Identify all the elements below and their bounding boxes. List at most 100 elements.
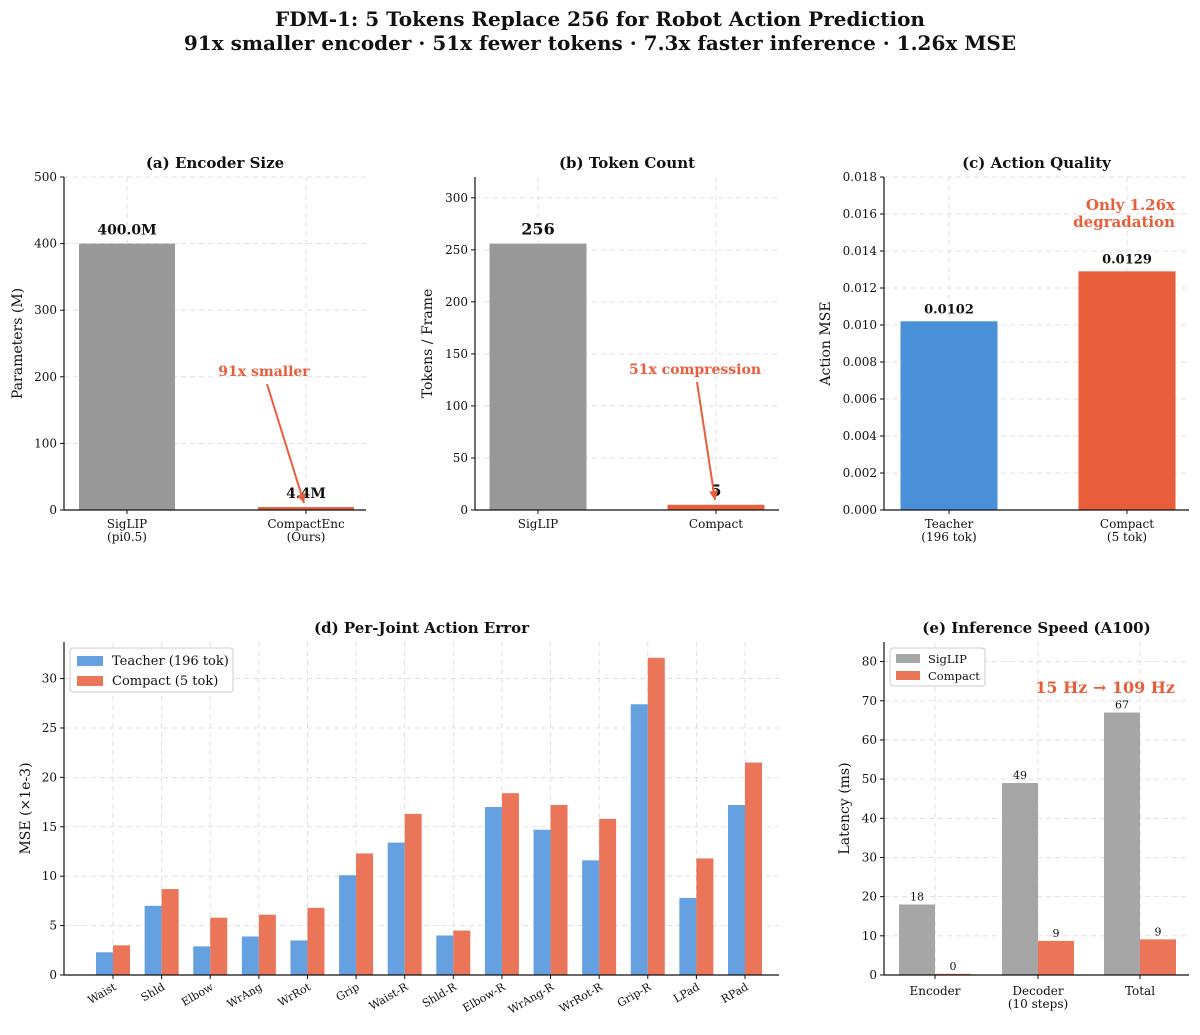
y-tick-label: 0.006 — [843, 392, 877, 406]
y-tick-label: 20 — [862, 890, 877, 904]
y-tick-label: 10 — [862, 929, 877, 943]
panel-inference-speed: (e) Inference Speed (A100) 0 10 20 30 40 50 60 7… — [837, 619, 1189, 1011]
bar-value-label: 256 — [521, 220, 554, 239]
x-tick-label: Compact — [689, 517, 743, 531]
y-tick-label: 10 — [42, 869, 57, 883]
panel-title: (c) Action Quality — [962, 154, 1112, 172]
bar-encoder-siglip — [899, 904, 935, 975]
annotation-text: 91x smaller — [218, 364, 310, 380]
figure-title-line-2: 91x smaller encoder · 51x fewer tokens ·… — [183, 31, 1017, 55]
bar-value-label: 49 — [1013, 769, 1027, 782]
annotation-text: Only 1.26x degradation — [1073, 196, 1176, 231]
annotation-arrow-line — [266, 383, 305, 504]
bar-compact — [1078, 271, 1176, 510]
bar-wrrot-r-compact — [599, 818, 617, 975]
legend-swatch — [896, 671, 920, 680]
legend-swatch — [77, 676, 103, 686]
bar-grip-compact — [356, 853, 374, 975]
x-tick-label: WrAng — [225, 980, 265, 1010]
annotation-text: 51x compression — [629, 362, 761, 378]
bar-value-label: 4.4M — [286, 486, 326, 502]
y-tick-label: 30 — [862, 850, 877, 864]
x-tick-label: Shld-R — [420, 980, 459, 1010]
y-tick-label: 0 — [460, 503, 468, 517]
y-tick-label: 200 — [34, 370, 57, 384]
legend-label: Compact (5 tok) — [112, 674, 218, 689]
bar-shld-r-compact — [453, 930, 471, 975]
bar-lpad-compact — [696, 858, 714, 975]
legend-label: Teacher (196 tok) — [112, 654, 229, 669]
x-tick-label: LPad — [671, 980, 702, 1005]
y-tick-label: 0.002 — [843, 466, 877, 480]
y-tick-label: 80 — [862, 655, 877, 669]
bar-wrrot-compact — [307, 907, 325, 975]
bar-wrrot-teacher — [290, 940, 308, 975]
bar-elbow-compact — [210, 917, 228, 975]
x-tick-label: SigLIP (pi0.5) — [107, 517, 148, 544]
x-tick-label: Elbow — [179, 980, 216, 1009]
y-tick-label: 0.018 — [843, 170, 877, 184]
bar-siglip — [79, 243, 175, 510]
y-tick-label: 400 — [34, 237, 57, 251]
y-tick-label: 0 — [49, 503, 57, 517]
bar-compactenc — [258, 507, 354, 510]
bar-teacher — [900, 321, 998, 510]
bar-waist-teacher — [96, 952, 113, 975]
panel-title: (e) Inference Speed (A100) — [922, 619, 1150, 637]
x-tick-label: Total — [1125, 984, 1155, 998]
annotation-text: 15 Hz → 109 Hz — [1035, 678, 1175, 697]
x-tick-label: Elbow-R — [461, 980, 509, 1015]
y-tick-label: 20 — [42, 770, 57, 784]
bar-total-siglip — [1104, 712, 1140, 975]
x-tick-label: WrAng-R — [506, 980, 557, 1017]
figure-title-line-1: FDM-1: 5 Tokens Replace 256 for Robot Ac… — [275, 7, 925, 31]
y-tick-label: 250 — [445, 243, 468, 257]
y-tick-label: 0.016 — [843, 207, 877, 221]
y-axis-label: Action MSE — [818, 301, 834, 386]
y-tick-label: 0.008 — [843, 355, 877, 369]
bar-wrang-teacher — [241, 936, 259, 975]
bar-waist-r-teacher — [387, 842, 405, 975]
bar-rpad-teacher — [728, 805, 745, 975]
y-tick-label: 0.012 — [843, 281, 877, 295]
bar-wrang-r-teacher — [533, 829, 551, 975]
bar-value-label: 9 — [1155, 925, 1162, 938]
bar-value-label: 67 — [1115, 699, 1129, 712]
y-tick-label: 60 — [862, 733, 877, 747]
y-tick-label: 0 — [869, 968, 877, 982]
y-tick-label: 0.000 — [843, 503, 877, 517]
bar-decoder-compact — [1038, 940, 1074, 975]
bar-rpad-compact — [745, 762, 762, 975]
bar-elbow-teacher — [193, 946, 211, 975]
y-tick-label: 0.010 — [843, 318, 877, 332]
y-tick-label: 100 — [34, 436, 57, 450]
bar-wrang-r-compact — [550, 805, 568, 975]
x-tick-label: Teacher (196 tok) — [921, 517, 976, 544]
x-tick-label: Waist-R — [367, 980, 411, 1013]
x-tick-label: RPad — [719, 980, 750, 1006]
bar-total-compact — [1140, 939, 1176, 975]
x-tick-label: Decoder (10 steps) — [1008, 984, 1068, 1011]
y-tick-label: 15 — [42, 820, 57, 834]
bar-elbow-r-compact — [501, 793, 519, 975]
x-tick-label: Shld — [139, 980, 167, 1004]
bar-wrang-compact — [258, 914, 276, 975]
y-tick-label: 300 — [34, 303, 57, 317]
y-axis-label: Parameters (M) — [10, 288, 26, 399]
bar-value-label: 0.0129 — [1102, 252, 1152, 267]
y-tick-label: 25 — [42, 721, 57, 735]
y-tick-label: 70 — [862, 694, 877, 708]
bar-shld-teacher — [144, 905, 162, 975]
bar-value-label: 0.0102 — [924, 302, 974, 317]
panel-per-joint-error: (d) Per-Joint Action Error 0 5 10 15 20 25 30 MS… — [18, 619, 779, 1017]
bar-decoder-siglip — [1002, 783, 1038, 975]
legend-box — [69, 647, 234, 693]
y-tick-label: 0.004 — [843, 429, 878, 443]
bar-waist-r-compact — [404, 813, 422, 975]
y-tick-label: 50 — [453, 451, 468, 465]
panel-token-count: (b) Token Count 0 50 100 150 200 250 300 Tokens … — [420, 154, 779, 531]
bar-grip-teacher — [339, 875, 357, 975]
annotation-arrow-head — [297, 493, 306, 503]
bar-elbow-r-teacher — [484, 807, 502, 975]
legend-swatch — [896, 654, 920, 663]
